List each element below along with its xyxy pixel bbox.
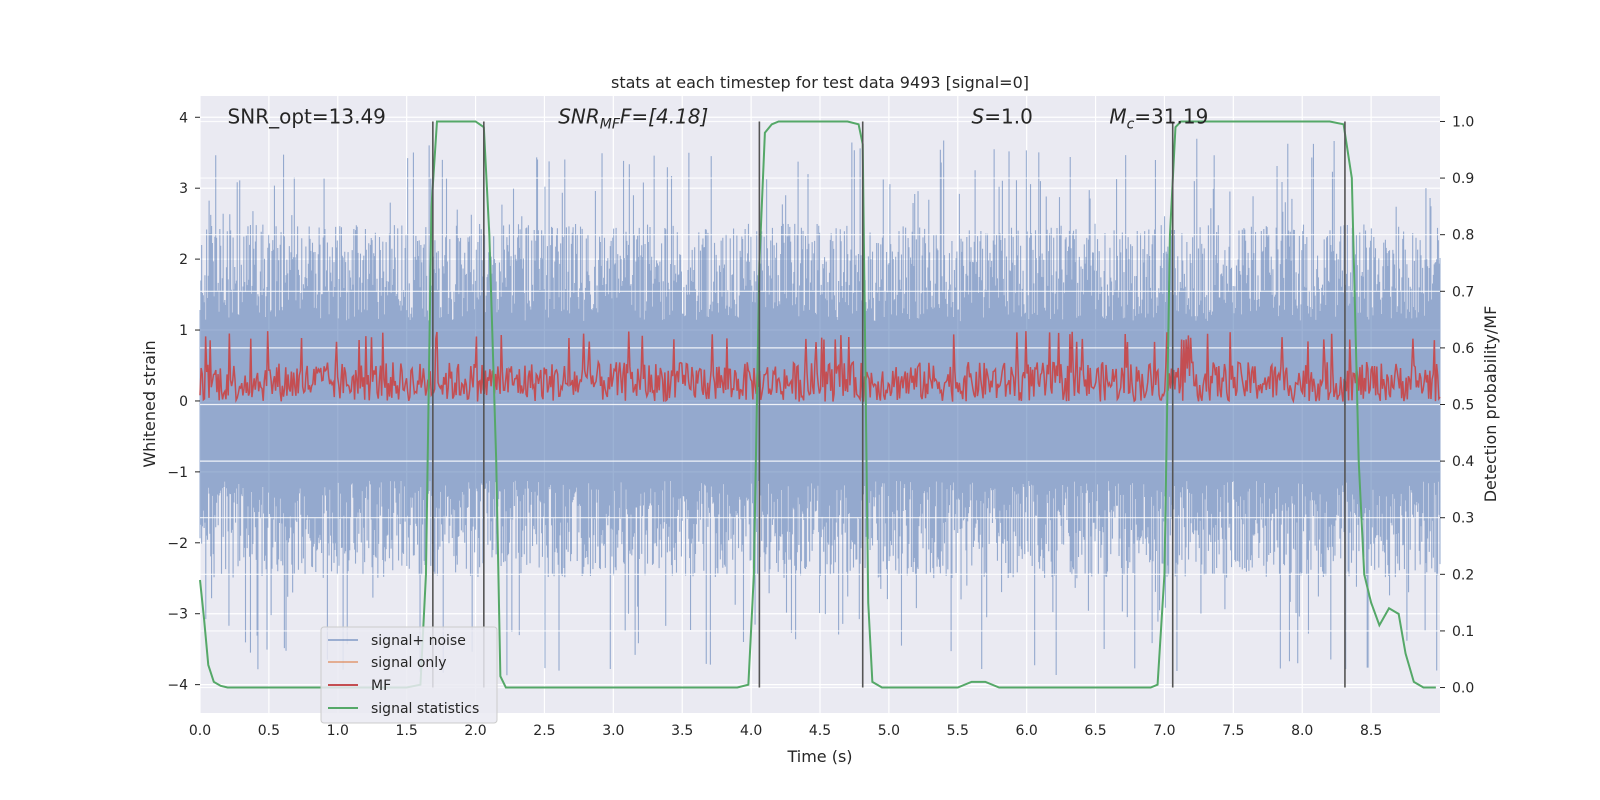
y-right-tick-label: 1.0: [1452, 114, 1474, 130]
y-right-tick-label: 0.7: [1452, 284, 1474, 300]
y-right-tick-label: 0.5: [1452, 398, 1474, 414]
legend-label-signal-noise: signal+ noise: [371, 633, 466, 649]
x-tick-label: 8.5: [1360, 723, 1382, 739]
x-tick-label: 2.5: [533, 723, 555, 739]
y-left-tick-label: −3: [167, 607, 188, 623]
x-tick-label: 5.5: [947, 723, 969, 739]
y-right-tick-label: 0.2: [1452, 567, 1474, 583]
signal-noise-series: [199, 138, 1441, 676]
y-right-tick-label: 0.1: [1452, 624, 1474, 640]
legend: signal+ noise signal only MF signal stat…: [320, 626, 498, 724]
y-right-tick-label: 0.4: [1452, 454, 1474, 470]
legend-label-signal-statistics: signal statistics: [371, 701, 479, 717]
y-left-tick-label: −4: [167, 678, 188, 694]
x-tick-label: 4.5: [809, 723, 831, 739]
signal-statistics-line: [199, 120, 1436, 689]
x-tick-label: 1.0: [327, 723, 349, 739]
x-tick-label: 2.0: [464, 723, 486, 739]
legend-box: [320, 626, 498, 724]
x-tick-label: 3.0: [602, 723, 624, 739]
x-axis-label: Time (s): [786, 747, 852, 766]
annotation-text: SNRMFF=[4.18]: [558, 104, 708, 132]
annotation-text: Mc=31.19: [1109, 104, 1208, 132]
y-right-tick-label: 0.6: [1452, 341, 1474, 357]
y-left-tick-label: 0: [179, 394, 188, 410]
x-tick-label: 1.5: [396, 723, 418, 739]
x-tick-label: 3.5: [671, 723, 693, 739]
x-tick-label: 7.0: [1153, 723, 1175, 739]
y-right-tick-label: 0.0: [1452, 681, 1474, 697]
y-right-tick-label: 0.8: [1452, 228, 1474, 244]
detection-vlines: [432, 121, 1346, 688]
x-tick-label: 0.5: [258, 723, 280, 739]
x-tick-label: 6.0: [1016, 723, 1038, 739]
annotations: SNR_opt=13.49 SNRMFF=[4.18] S=1.0 Mc=31.19: [228, 104, 1209, 132]
annotation-text: SNR_opt=13.49: [228, 104, 386, 128]
mf-series: [199, 331, 1441, 404]
signal-noise-trace: [199, 138, 1441, 676]
y-right-axis-label: Detection probability/MF: [1481, 306, 1500, 503]
y-right-tick-labels: 0.0 0.1 0.2 0.3 0.4 0.5 0.6 0.7 0.8 0.9 1.0: [1440, 114, 1474, 697]
y-left-tick-label: −1: [167, 465, 188, 481]
y-left-tick-label: 1: [179, 323, 188, 339]
y-left-tick-label: 4: [179, 110, 188, 126]
x-tick-label: 7.5: [1222, 723, 1244, 739]
legend-label-mf: MF: [371, 678, 391, 694]
x-tick-label: 6.5: [1084, 723, 1106, 739]
y-left-tick-label: 2: [179, 252, 188, 268]
x-tick-label: 5.0: [878, 723, 900, 739]
x-tick-label: 0.0: [189, 723, 211, 739]
legend-label-signal-only: signal only: [371, 655, 446, 671]
signal-statistics-series: [199, 120, 1436, 689]
x-tick-labels: 0.0 0.5 1.0 1.5 2.0 2.5 3.0 3.5 4.0 4.5 5.0 5.5 6.0 6…: [189, 723, 1382, 739]
y-left-tick-labels: −4 −3 −2 −1 0 1 2 3 4: [167, 110, 200, 694]
y-right-tick-label: 0.3: [1452, 511, 1474, 527]
mf-trace: [199, 331, 1441, 404]
x-tick-label: 8.0: [1291, 723, 1313, 739]
annotation-text: S=1.0: [972, 104, 1033, 128]
y-left-tick-label: −2: [167, 536, 188, 552]
y2-grid: [200, 120, 1440, 689]
y-right-tick-label: 0.9: [1452, 171, 1474, 187]
y-left-axis-label: Whitened strain: [140, 340, 159, 467]
y-left-tick-label: 3: [179, 181, 188, 197]
chart-title: stats at each timestep for test data 949…: [611, 73, 1029, 92]
x-tick-label: 4.0: [740, 723, 762, 739]
